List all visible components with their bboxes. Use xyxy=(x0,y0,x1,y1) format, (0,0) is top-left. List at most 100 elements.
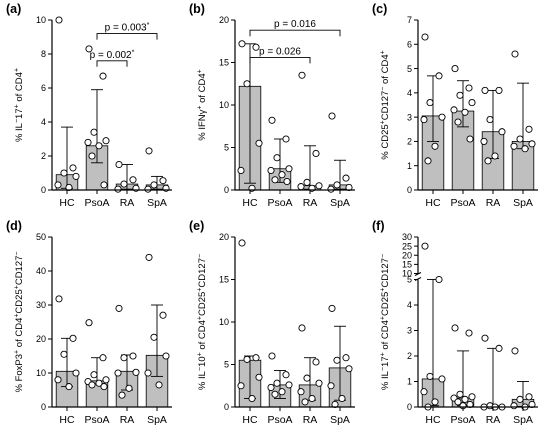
data-point xyxy=(72,369,80,377)
data-point xyxy=(99,72,107,80)
data-point xyxy=(102,376,110,384)
y-tick-label: 4 xyxy=(407,88,412,98)
category-label: RA xyxy=(486,197,501,209)
category-label: SpA xyxy=(513,197,533,209)
data-point xyxy=(420,116,428,124)
data-point xyxy=(456,91,464,99)
data-point xyxy=(129,352,137,360)
data-point xyxy=(298,324,306,332)
y-tick-label: 1 xyxy=(407,377,412,387)
data-point xyxy=(144,369,152,377)
data-point xyxy=(55,16,63,24)
data-point xyxy=(69,164,77,172)
panel-letter: (b) xyxy=(189,2,205,16)
y-tick-label: 10 xyxy=(402,269,412,279)
category-label: RA xyxy=(303,414,318,426)
data-point xyxy=(451,324,459,332)
category-label: SpA xyxy=(330,414,350,426)
data-point xyxy=(333,181,341,189)
category-label: HC xyxy=(242,197,258,209)
data-point xyxy=(468,393,476,401)
category-label: RA xyxy=(120,197,135,209)
panel-letter: (a) xyxy=(6,2,21,16)
data-point xyxy=(312,358,320,366)
data-point xyxy=(495,344,503,352)
panel-d: (d) % FoxP3+ of CD4+CD25+CD127− 0 10 20 30 40 5… xyxy=(6,219,172,426)
data-point xyxy=(328,112,336,120)
data-point xyxy=(312,149,320,157)
y-tick-label: 2 xyxy=(407,351,412,361)
data-point xyxy=(155,381,163,389)
panel-f: (f) % IL−17+ of CD4+CD25+CD127− 0 1 2 3 4 51015… xyxy=(372,219,538,426)
data-point xyxy=(237,382,245,390)
category-label: RA xyxy=(486,414,501,426)
data-point xyxy=(308,394,316,403)
data-point xyxy=(328,304,336,312)
data-point xyxy=(510,402,518,410)
data-point xyxy=(237,166,245,174)
y-tick-label: 2 xyxy=(41,151,46,161)
significance-bracket xyxy=(249,56,311,64)
y-tick-label: 5 xyxy=(224,360,229,370)
data-point xyxy=(271,390,279,398)
data-point xyxy=(283,177,291,186)
y-tick-label: 20 xyxy=(219,232,229,242)
data-point xyxy=(150,181,158,189)
data-point xyxy=(54,181,62,189)
data-point xyxy=(421,33,429,41)
category-label: RA xyxy=(120,414,135,426)
data-point xyxy=(255,373,263,381)
data-point xyxy=(150,333,158,341)
data-point xyxy=(114,369,122,377)
data-point xyxy=(451,65,459,73)
data-point xyxy=(54,376,62,384)
category-label: HC xyxy=(59,414,75,426)
data-point xyxy=(278,388,286,396)
y-tick-label: 15 xyxy=(219,275,229,285)
y-tick-label: 30 xyxy=(402,232,412,242)
y-tick-label: 15 xyxy=(219,58,229,68)
data-point xyxy=(159,177,167,185)
data-point xyxy=(252,354,260,362)
data-point xyxy=(481,334,489,342)
data-point xyxy=(243,355,251,363)
data-point xyxy=(426,372,434,380)
data-point xyxy=(255,139,263,147)
data-point xyxy=(424,157,432,165)
p-value-label: p = 0.002* xyxy=(90,49,135,61)
category-label: PsoA xyxy=(84,197,109,209)
data-point xyxy=(95,142,103,150)
data-point xyxy=(145,147,153,155)
data-point xyxy=(95,379,103,387)
y-tick-label: 3 xyxy=(407,326,412,336)
data-point xyxy=(435,72,443,80)
data-point xyxy=(431,398,439,406)
y-tick-label: 10 xyxy=(36,368,46,378)
data-point xyxy=(118,391,126,399)
data-point xyxy=(465,84,473,92)
data-point xyxy=(315,182,323,190)
p-value-label: p = 0.026 xyxy=(259,46,301,57)
data-point xyxy=(297,183,305,191)
category-label: PsoA xyxy=(450,197,475,209)
data-point xyxy=(525,393,533,401)
data-point xyxy=(159,311,167,319)
y-tick-label: 50 xyxy=(36,232,46,242)
y-tick-label: 10 xyxy=(219,100,229,110)
y-tick-label: 6 xyxy=(407,39,412,49)
data-point xyxy=(435,275,443,284)
data-point xyxy=(498,128,506,136)
data-point xyxy=(438,375,446,383)
data-point xyxy=(85,45,93,53)
data-point xyxy=(461,395,469,403)
y-tick-label: 1 xyxy=(407,161,412,171)
data-point xyxy=(468,99,476,107)
data-point xyxy=(510,142,518,150)
y-tick-label: 0 xyxy=(407,402,412,412)
data-point xyxy=(303,374,311,382)
y-tick-label: 2 xyxy=(407,137,412,147)
data-point xyxy=(267,383,275,391)
data-point xyxy=(495,86,503,94)
data-point xyxy=(480,137,488,145)
data-point xyxy=(273,154,281,162)
